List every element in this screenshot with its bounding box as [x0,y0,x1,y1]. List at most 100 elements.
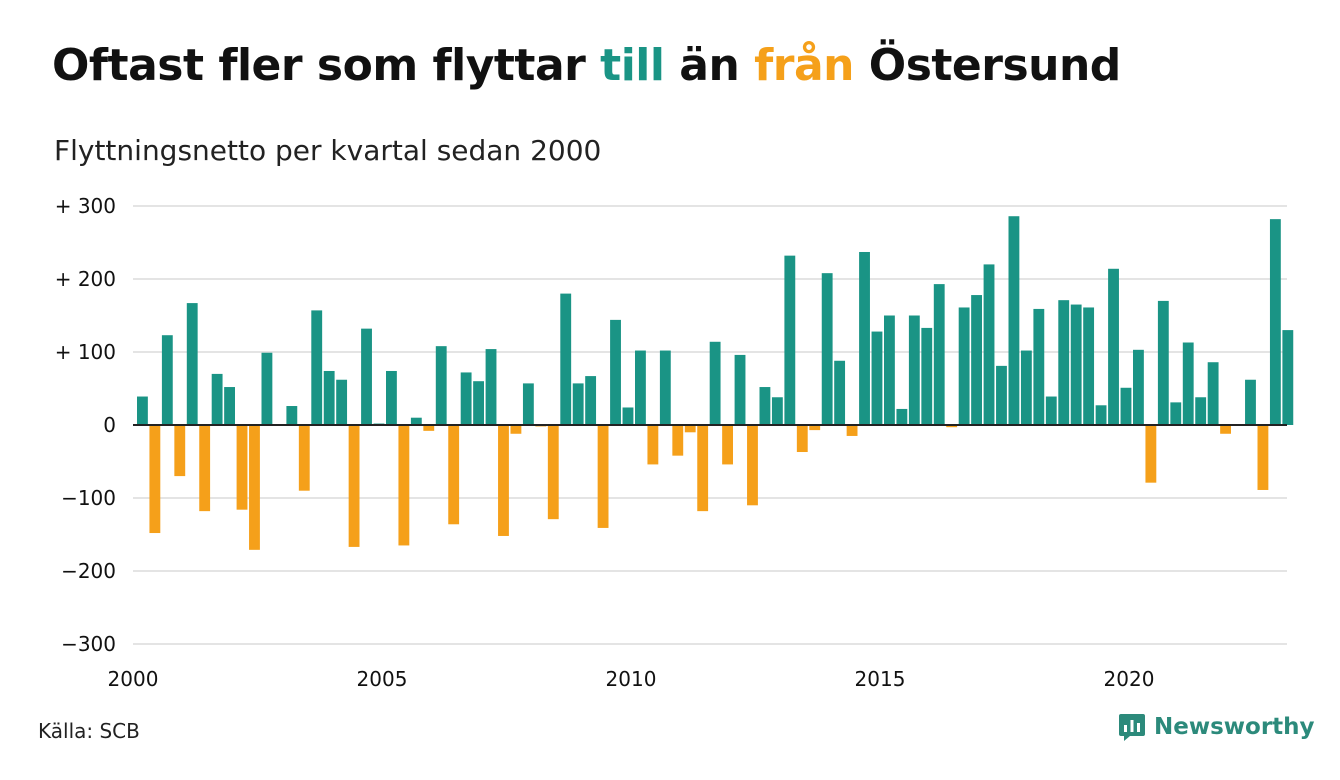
bar [174,425,186,477]
chart-subtitle: Flyttningsnetto per kvartal sedan 2000 [54,134,602,167]
bar [871,331,883,425]
bar [734,354,746,425]
bar [286,406,298,425]
bar [448,425,460,525]
bar [261,352,273,425]
bar [908,315,920,425]
bar [747,425,758,506]
title-word-till: till [600,40,665,91]
title-word-fran: från [754,40,854,91]
bar [983,264,995,425]
bar [896,408,908,425]
bar [298,425,310,491]
bar [522,383,534,425]
bar [1157,300,1169,425]
bar [722,425,733,465]
bar [859,251,870,425]
bar [323,370,335,425]
x-tick-label: 2020 [1104,667,1155,691]
bar [659,350,671,425]
bar [398,425,410,546]
bar [199,425,211,512]
bar [435,346,447,425]
bar [510,425,522,434]
bar [161,335,173,425]
title-part-5: Östersund [853,40,1122,91]
bar [784,255,796,425]
bar [1045,396,1057,425]
bar [1020,350,1032,425]
bar [1207,362,1219,425]
bar [622,407,634,425]
bar [1108,268,1119,425]
bar [697,425,709,512]
bar [473,381,484,425]
bar [361,328,372,425]
bar [1195,397,1207,425]
bar [1083,307,1095,425]
bar [846,425,858,436]
x-tick-label: 2005 [357,667,408,691]
bar [1070,304,1082,425]
bar [1182,342,1194,425]
bar [996,365,1007,425]
y-tick-label: + 100 [55,340,116,364]
title-part-3: än [664,40,755,91]
bar [1245,379,1256,425]
bar [311,310,323,425]
bar [809,425,821,431]
bar [635,350,646,425]
bar [498,425,509,536]
x-tick-label: 2000 [108,667,159,691]
y-tick-label: −200 [61,559,116,583]
bar [971,295,982,425]
y-tick-label: −300 [61,632,116,656]
bar [946,425,958,428]
bar [348,425,360,547]
bar [884,315,895,425]
bar [834,360,846,425]
bar [771,397,783,425]
bar [585,376,597,425]
bar [211,373,223,425]
x-tick-label: 2015 [855,667,906,691]
bar [1095,405,1107,425]
bar [249,425,260,550]
bar [224,387,235,425]
bar [1033,308,1045,425]
bar [137,396,148,425]
bar [796,425,808,453]
bar [1058,300,1070,425]
source-label: Källa: SCB [38,719,140,743]
bar [386,370,397,425]
bar [647,425,659,465]
brand: Newsworthy [1118,712,1315,742]
bar [572,383,584,425]
bar [672,425,684,456]
bar [460,372,472,425]
bar [1008,216,1020,425]
y-tick-label: 0 [103,413,116,437]
bar [1282,330,1294,425]
bar [921,327,933,425]
bar [597,425,609,528]
y-tick-label: −100 [61,486,116,510]
x-tick-label: 2010 [606,667,657,691]
brand-name: Newsworthy [1154,714,1315,740]
bar [410,417,422,425]
bar [1220,425,1231,434]
bar [423,425,435,431]
y-tick-label: + 300 [55,194,116,218]
y-tick-label: + 200 [55,267,116,291]
bar [1120,387,1132,425]
bar [958,307,970,425]
bar [186,303,198,425]
bar [1269,219,1281,425]
bar [1257,425,1269,490]
bar [560,293,572,425]
bar [684,425,696,433]
bar [236,425,248,510]
bar [149,425,161,534]
bar [821,273,833,425]
